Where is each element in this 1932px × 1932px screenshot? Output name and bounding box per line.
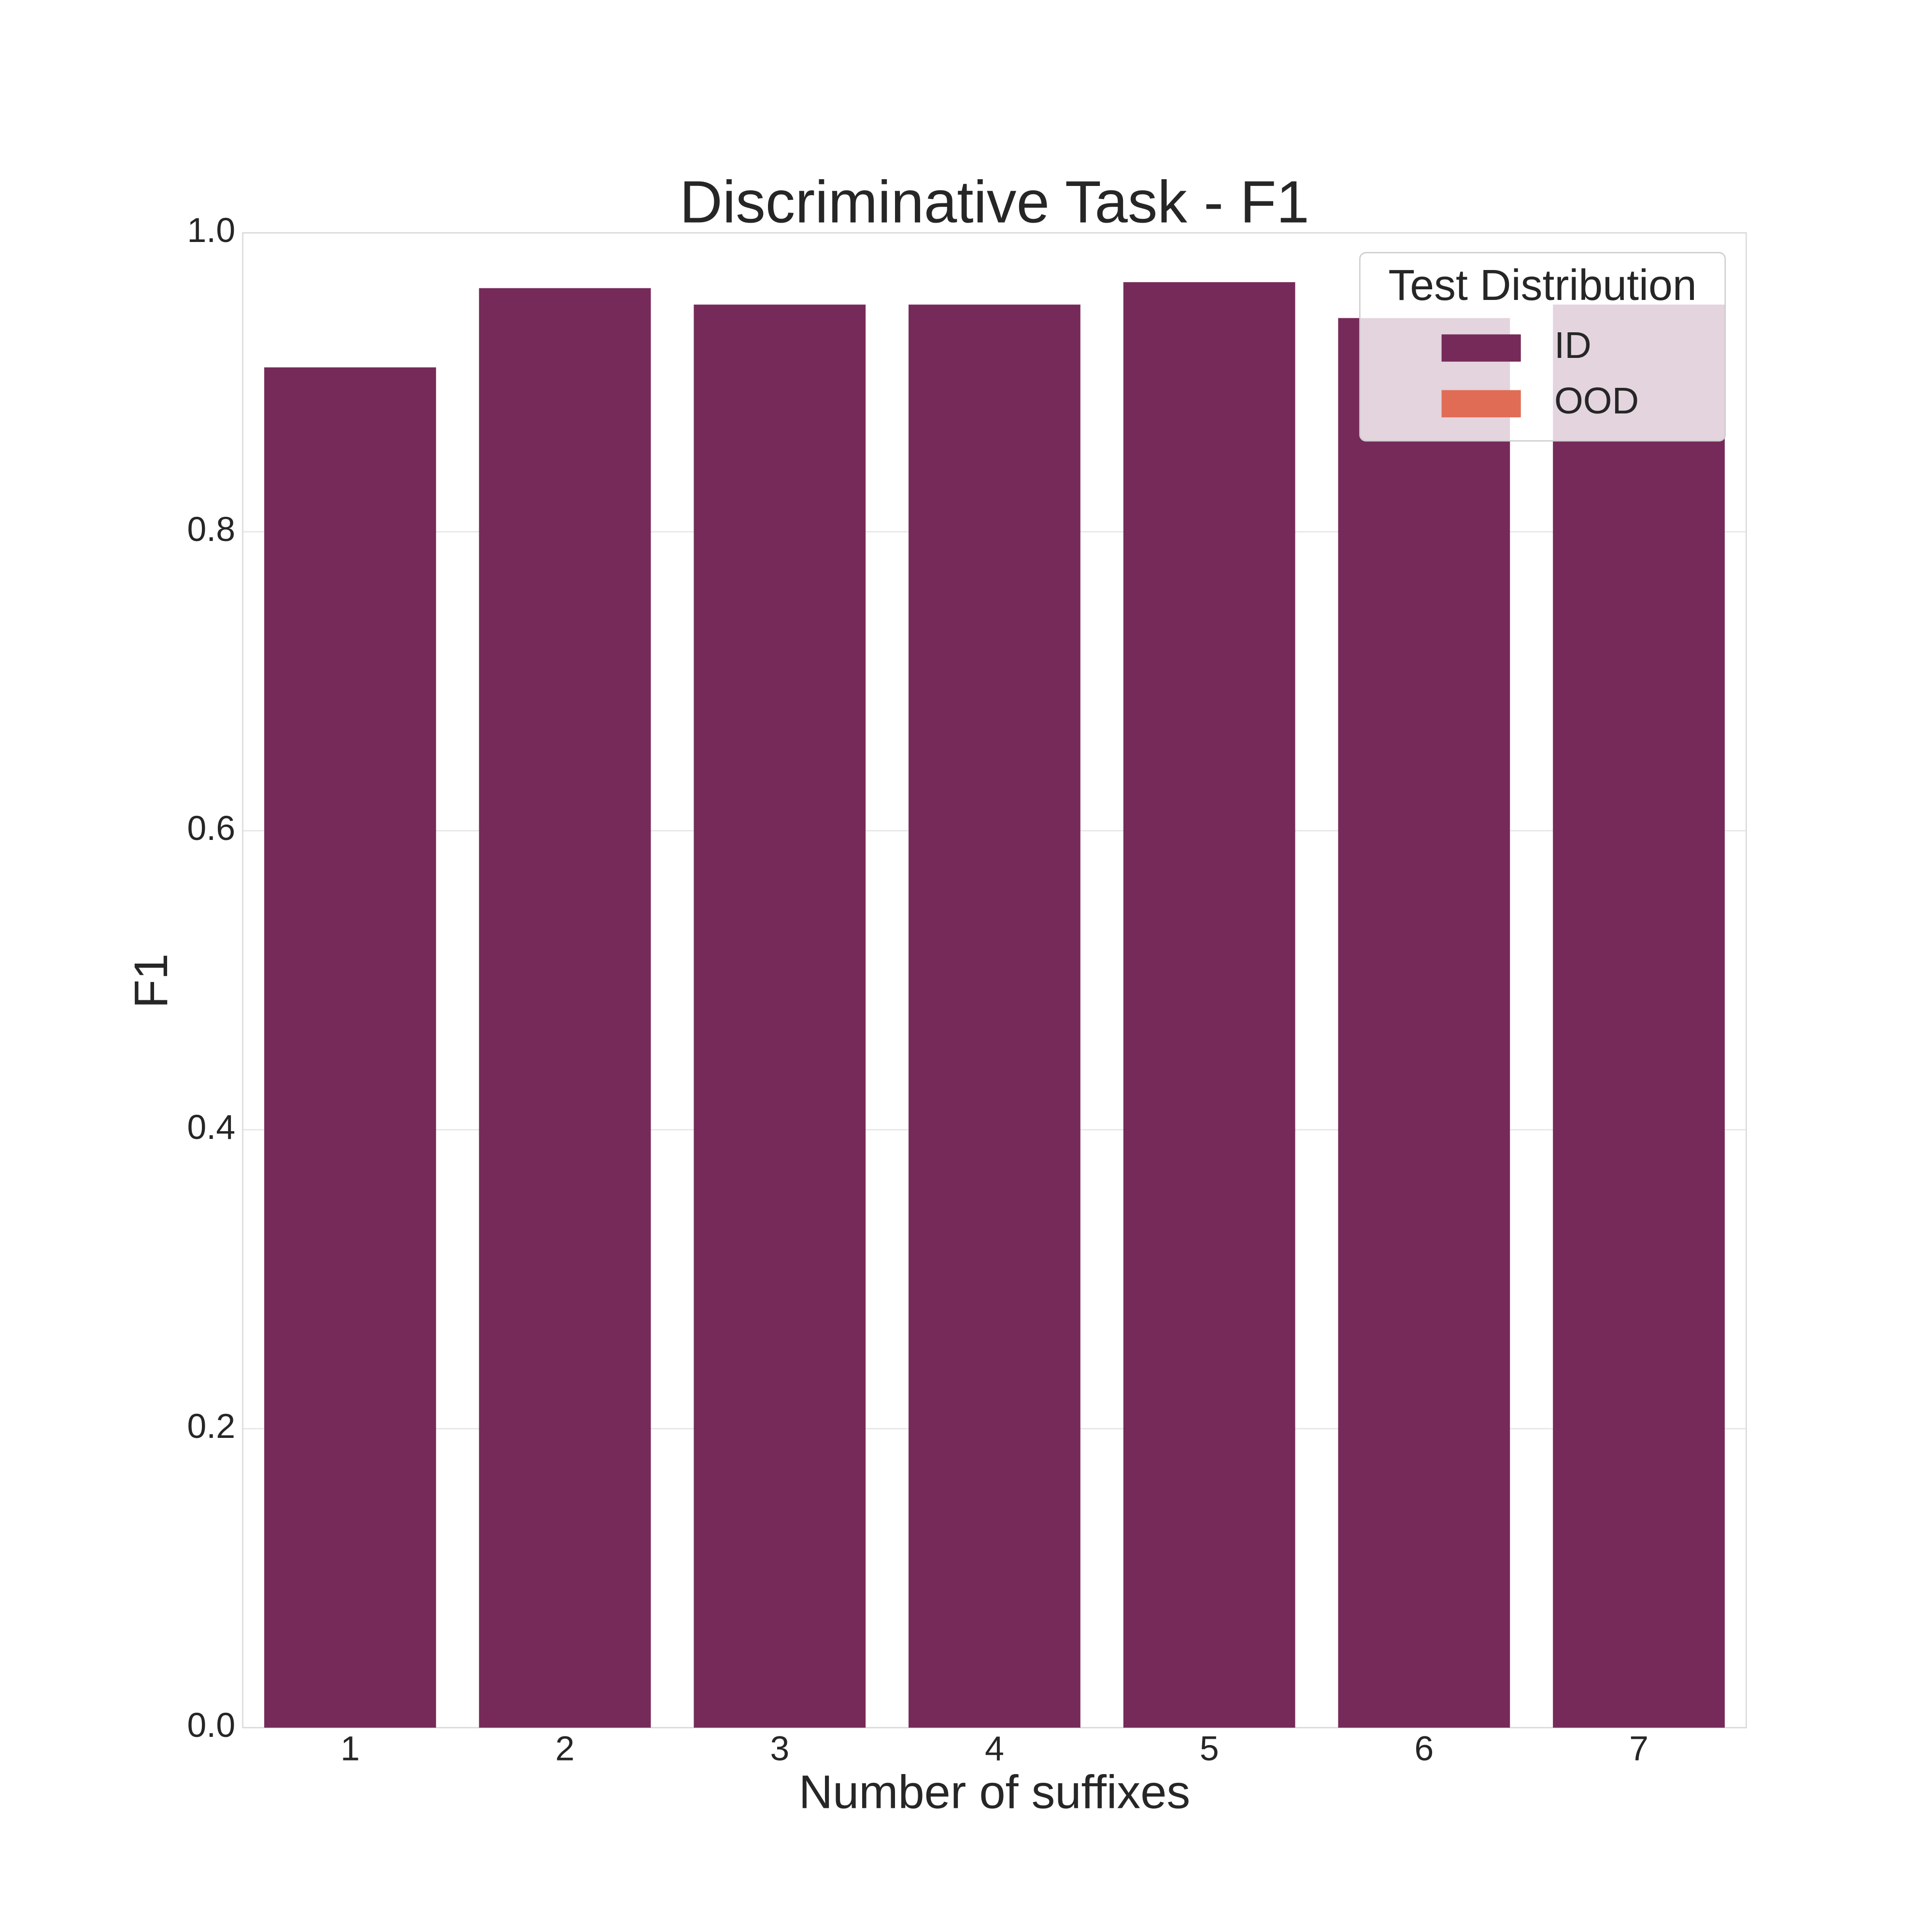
y-tick-label: 0.2 xyxy=(187,1407,235,1446)
x-tick-label: 5 xyxy=(1200,1730,1219,1768)
bar xyxy=(479,288,651,1728)
y-tick-label: 0.0 xyxy=(187,1706,235,1745)
y-tick-label: 0.8 xyxy=(187,510,235,549)
x-tick-label: 3 xyxy=(770,1730,789,1768)
x-tick-label: 2 xyxy=(555,1730,575,1768)
y-axis-label: F1 xyxy=(125,953,177,1009)
bar xyxy=(1123,282,1295,1728)
y-tick-label: 0.6 xyxy=(187,809,235,848)
x-tick-label: 1 xyxy=(341,1730,360,1768)
legend-swatch xyxy=(1441,334,1521,362)
bar xyxy=(694,304,866,1728)
legend-label: OOD xyxy=(1554,380,1639,422)
chart-title: Discriminative Task - F1 xyxy=(680,170,1309,236)
x-tick-label: 4 xyxy=(985,1730,1004,1768)
legend-title: Test Distribution xyxy=(1388,261,1696,310)
legend-label: ID xyxy=(1554,325,1591,366)
y-tick-label: 0.4 xyxy=(187,1108,235,1147)
x-axis-label: Number of suffixes xyxy=(799,1766,1190,1818)
bar xyxy=(1338,318,1510,1728)
x-tick-label: 7 xyxy=(1629,1730,1648,1768)
y-tick-label: 1.0 xyxy=(187,211,235,250)
bar xyxy=(1553,304,1725,1728)
bar xyxy=(264,367,436,1728)
legend-swatch xyxy=(1441,390,1521,418)
bar xyxy=(909,304,1080,1728)
x-tick-label: 6 xyxy=(1414,1730,1434,1768)
